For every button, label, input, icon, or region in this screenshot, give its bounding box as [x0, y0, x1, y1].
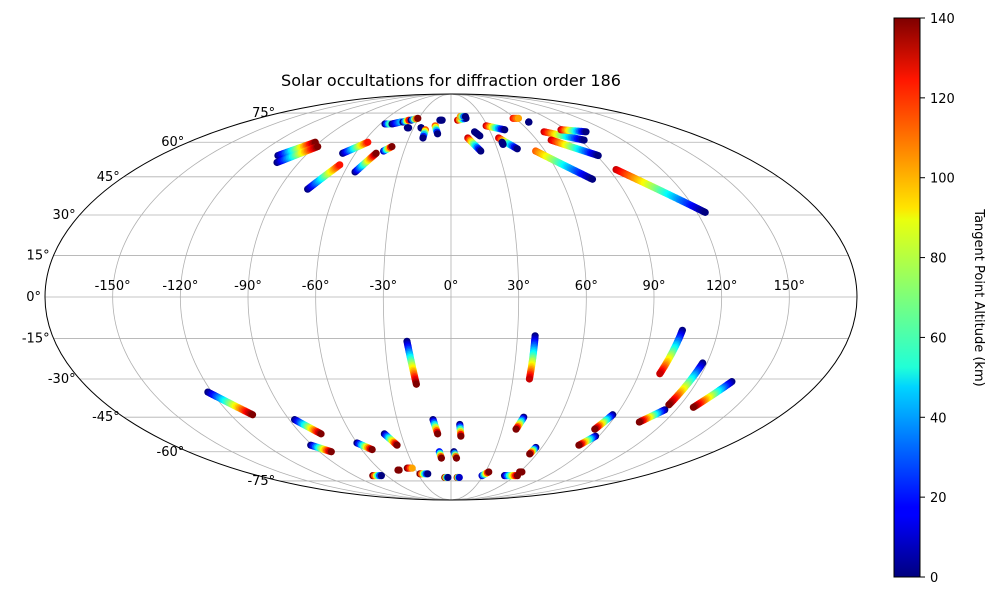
longitude-tick-labels: -150° -120° -90° -60° -30° 0° 30° 60° 90° 120° 150…: [95, 279, 805, 294]
occultation-point: [594, 151, 602, 160]
occultation-point: [518, 468, 526, 476]
graticule-meridian: [450, 94, 723, 500]
occultation-point: [588, 175, 597, 183]
lon-tick-label: -120°: [162, 279, 198, 294]
colorbar-tick-label: 20: [930, 491, 947, 506]
occultation-point: [388, 142, 396, 151]
occultation-point: [656, 370, 664, 378]
occultation-point: [414, 114, 422, 122]
occultation-point: [424, 470, 432, 478]
occultation-point: [665, 401, 673, 409]
occultation-point: [327, 448, 335, 456]
lon-tick-label: -60°: [302, 279, 330, 294]
lat-tick-label: -75°: [247, 474, 275, 489]
occultation-point: [437, 454, 445, 462]
occultation-point: [485, 468, 493, 476]
graticule: [45, 94, 857, 500]
occultation-point: [512, 425, 520, 433]
occultation-point: [433, 130, 442, 138]
occultation-point: [395, 466, 403, 474]
lat-tick-label: 30°: [53, 208, 76, 223]
occultation-point: [476, 132, 484, 140]
graticule-meridian: [179, 94, 452, 500]
lat-tick-label: 0°: [26, 290, 41, 305]
lat-tick-label: -45°: [92, 410, 120, 425]
lon-tick-label: -150°: [95, 279, 131, 294]
occultation-point: [317, 430, 325, 438]
occultation-point: [372, 149, 380, 157]
lat-tick-label: 60°: [161, 135, 184, 150]
occultation-point: [580, 136, 588, 144]
colorbar-label: Tangent Point Altitude (km): [971, 208, 986, 386]
graticule-meridian: [382, 94, 452, 500]
occultation-point: [405, 124, 413, 132]
occultation-point: [314, 142, 322, 151]
graticule-meridian: [450, 94, 587, 500]
lon-tick-label: -90°: [234, 279, 262, 294]
occultation-point: [591, 425, 599, 433]
occultation-point: [444, 473, 452, 482]
colorbar-tick-label: 0: [930, 571, 938, 586]
graticule-meridian: [112, 94, 452, 500]
globe-outline: [44, 93, 858, 501]
lon-tick-label: 30°: [507, 279, 530, 294]
occultation-point: [525, 375, 534, 383]
lon-tick-label: 120°: [706, 279, 737, 294]
graticule-meridian: [450, 94, 790, 500]
occultation-point: [526, 450, 534, 458]
colorbar-tick-label: 100: [930, 172, 955, 187]
colorbar: [893, 17, 921, 578]
occultation-point: [452, 454, 461, 462]
occultation-point: [477, 147, 485, 155]
colorbar-tick-label: 120: [930, 92, 955, 107]
lat-tick-label: -15°: [22, 332, 50, 347]
colorbar-tick-label: 80: [930, 252, 947, 267]
occultation-point: [393, 441, 401, 449]
occultation-point: [582, 128, 590, 136]
occultation-point: [364, 138, 372, 146]
occultation-point: [248, 411, 257, 419]
colorbar-tick-label: 40: [930, 411, 947, 426]
occultation-point: [525, 118, 533, 126]
lat-tick-label: -30°: [48, 372, 76, 387]
occultation-point: [434, 430, 442, 438]
lat-tick-label: 15°: [27, 248, 50, 263]
lat-tick-label: 45°: [97, 170, 120, 185]
occultation-point: [368, 446, 376, 454]
occultation-point: [575, 441, 583, 449]
colorbar-tick-label: 140: [930, 12, 955, 27]
lon-tick-label: 0°: [444, 279, 459, 294]
occultation-point: [438, 116, 446, 124]
lon-tick-label: 150°: [774, 279, 805, 294]
occultation-point: [461, 112, 470, 121]
occultation-point: [455, 473, 463, 482]
occultation-point: [408, 464, 416, 472]
lat-tick-label: -60°: [157, 445, 185, 460]
lon-tick-label: -30°: [369, 279, 397, 294]
chart-title: Solar occultations for diffraction order…: [281, 71, 621, 90]
occultation-point: [499, 140, 507, 148]
colorbar-tick-label: 60: [930, 331, 947, 346]
graticule-meridian: [450, 94, 520, 500]
occultation-point: [336, 161, 344, 169]
occultation-point: [501, 126, 509, 134]
lon-tick-label: 60°: [575, 279, 598, 294]
occultation-point: [412, 380, 420, 388]
latitude-tick-labels: 75° 60° 45° 30° 15° 0° -15° -30° -45° -60° -75°: [22, 106, 275, 489]
occultation-point: [689, 403, 697, 411]
occultation-point: [457, 432, 465, 440]
occultation-point: [635, 418, 643, 426]
occultation-points: [204, 112, 736, 482]
occultation-point: [419, 134, 427, 142]
occultation-point: [514, 114, 523, 122]
occultation-point: [513, 145, 521, 153]
occultation-point: [701, 208, 709, 216]
colorbar-ticks: 0 20 40 60 80 100 120 140: [920, 12, 955, 586]
lat-tick-label: 75°: [252, 106, 275, 121]
occultation-point: [377, 472, 385, 480]
lon-tick-label: 90°: [642, 279, 665, 294]
